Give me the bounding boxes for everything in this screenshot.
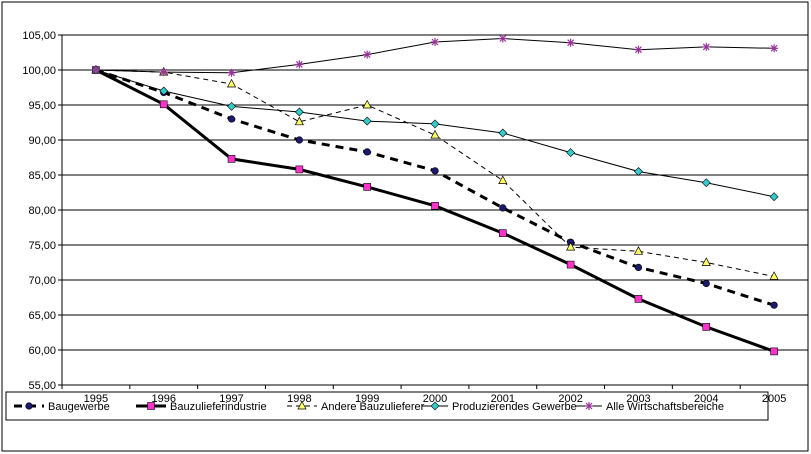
data-point xyxy=(227,115,236,123)
data-point xyxy=(227,68,236,77)
data-point xyxy=(566,241,576,251)
x-tick-label: 2001 xyxy=(491,393,515,405)
data-point xyxy=(634,263,643,272)
x-tick-label: 1996 xyxy=(151,393,175,405)
data-point xyxy=(430,129,440,139)
data-point xyxy=(702,323,711,331)
x-tick-label: 2004 xyxy=(694,393,718,405)
data-point xyxy=(566,260,575,269)
data-point xyxy=(431,38,439,46)
y-tick-label: 75,00 xyxy=(28,240,56,252)
data-point xyxy=(701,178,711,188)
data-point xyxy=(159,68,168,77)
x-tick-label: 2003 xyxy=(626,393,650,405)
y-tick-label: 80,00 xyxy=(28,205,56,217)
data-point xyxy=(430,119,440,129)
y-tick-label: 95,00 xyxy=(28,100,56,112)
data-point xyxy=(701,257,711,266)
data-point xyxy=(498,34,507,43)
x-tick-label: 1999 xyxy=(355,393,379,405)
legend: Baugewerbe Bauzulieferindustrie Andere Bau… xyxy=(14,400,724,413)
legend-box xyxy=(5,391,769,421)
data-point xyxy=(91,66,100,74)
legend-label: Bauzulieferindustrie xyxy=(170,401,267,413)
series-layer xyxy=(91,34,779,356)
data-point xyxy=(226,78,237,88)
data-point xyxy=(769,192,779,202)
data-point xyxy=(499,204,507,212)
data-point xyxy=(566,38,575,47)
y-axis: 55,00 60,00 65,00 70,00 75,00 80,00 85,00 90,00… xyxy=(22,30,62,392)
data-point xyxy=(363,148,371,156)
legend-item: Baugewerbe xyxy=(14,401,110,413)
x-tick-label: 1995 xyxy=(84,393,108,405)
data-point xyxy=(634,45,643,54)
y-tick-label: 65,00 xyxy=(28,310,56,322)
data-point xyxy=(770,44,779,53)
legend-marker xyxy=(297,400,307,410)
legend-label: Alle Wirtschaftsbereiche xyxy=(606,401,724,413)
legend-label: Andere Bauzulieferer xyxy=(321,401,425,413)
data-point xyxy=(295,165,304,174)
data-point xyxy=(634,295,643,303)
data-point xyxy=(702,42,711,51)
legend-item: Bauzulieferindustrie xyxy=(136,401,267,413)
legend-item: Produzierendes Gewerbe xyxy=(422,401,577,413)
x-tick-label: 1998 xyxy=(287,393,311,405)
data-point xyxy=(227,101,236,111)
data-point xyxy=(499,229,507,237)
legend-label: Baugewerbe xyxy=(48,401,110,413)
y-tick-label: 105,00 xyxy=(22,30,56,42)
legend-marker xyxy=(25,402,33,410)
data-point xyxy=(634,167,643,176)
legend-marker xyxy=(585,402,593,410)
data-point xyxy=(159,100,168,109)
y-tick-label: 70,00 xyxy=(28,275,56,287)
data-point xyxy=(363,50,372,59)
legend-marker xyxy=(147,402,155,410)
legend-item: Andere Bauzulieferer xyxy=(287,400,425,413)
series-4 xyxy=(91,65,779,202)
data-point xyxy=(498,128,508,138)
x-tick-label: 2005 xyxy=(762,393,786,405)
data-point xyxy=(431,202,439,210)
data-point xyxy=(295,60,304,69)
y-tick-label: 90,00 xyxy=(28,135,56,147)
y-tick-label: 100,00 xyxy=(22,65,56,77)
y-tick-label: 55,00 xyxy=(28,380,56,392)
legend-marker xyxy=(430,401,440,411)
data-point xyxy=(363,183,371,191)
x-axis: 1995 1996 1997 1998 1999 2000 2001 2002 2003 2004… xyxy=(61,385,809,405)
series-5 xyxy=(91,34,779,77)
legend-label: Produzierendes Gewerbe xyxy=(452,401,577,413)
data-point xyxy=(702,279,710,288)
data-point xyxy=(295,136,303,144)
data-point xyxy=(362,99,372,109)
data-point xyxy=(294,116,304,126)
data-point xyxy=(566,148,576,158)
series-line xyxy=(95,69,775,277)
x-tick-label: 2002 xyxy=(558,393,582,405)
y-tick-label: 60,00 xyxy=(28,345,56,357)
data-point xyxy=(362,116,372,126)
data-point xyxy=(633,246,644,255)
y-tick-label: 85,00 xyxy=(28,170,56,182)
series-3 xyxy=(91,64,779,280)
data-point xyxy=(498,175,508,184)
data-point xyxy=(431,167,439,175)
x-tick-label: 2000 xyxy=(423,393,447,405)
data-point xyxy=(769,271,779,280)
x-tick-label: 1997 xyxy=(219,393,243,405)
data-point xyxy=(294,107,304,117)
data-point xyxy=(770,301,778,309)
legend-item: Alle Wirtschaftsbereiche xyxy=(576,401,724,413)
data-point xyxy=(159,86,169,96)
data-point xyxy=(770,347,778,356)
data-point xyxy=(227,155,236,163)
